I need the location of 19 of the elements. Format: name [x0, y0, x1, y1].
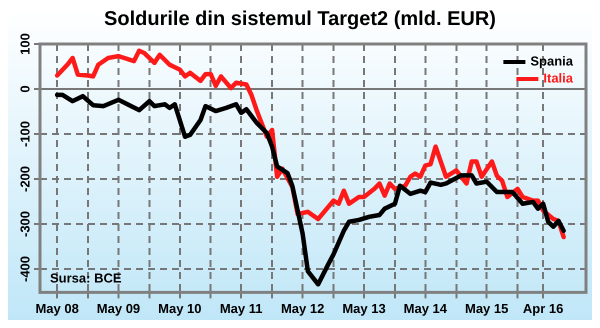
x-tick-label: May 14 [404, 300, 448, 316]
annotation: Sursa: BCE [50, 270, 122, 286]
x-tick-label: May 12 [280, 300, 324, 316]
x-tick-label: May 10 [158, 300, 202, 316]
x-tick-label: May 08 [35, 300, 79, 316]
legend-label: Spania [530, 54, 574, 69]
legend-label: Italia [543, 70, 574, 86]
y-tick-label: 0 [18, 85, 33, 93]
y-tick-label: -200 [18, 166, 33, 192]
y-tick-label: -100 [18, 120, 33, 148]
chart-title: Soldurile din sistemul Target2 (mld. EUR) [103, 8, 497, 30]
y-tick-label: -300 [18, 210, 33, 238]
y-tick-label: 100 [18, 33, 33, 55]
x-tick-label: May 09 [96, 300, 140, 316]
x-tick-label: May 11 [220, 300, 262, 316]
x-tick-label: May 13 [342, 300, 386, 316]
x-tick-label: Apr 16 [522, 300, 564, 316]
x-tick-label: May 15 [464, 300, 508, 316]
y-tick-label: -400 [18, 256, 33, 282]
